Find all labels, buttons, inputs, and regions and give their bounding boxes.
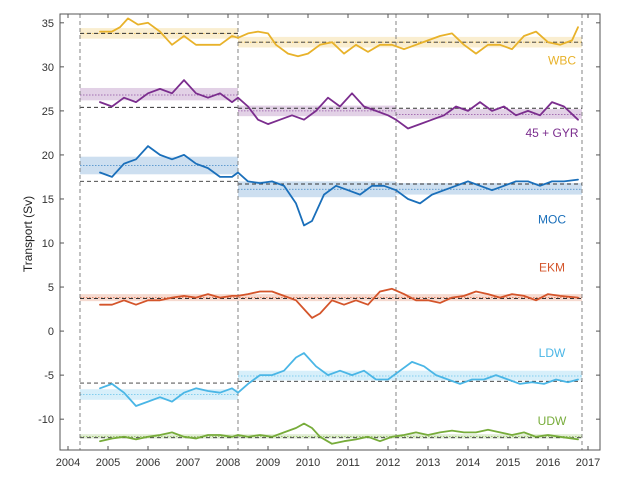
x-tick-label-2009: 2009 <box>256 457 280 469</box>
ekm-band-0 <box>80 294 582 302</box>
udw-series-line <box>99 422 579 445</box>
x-tick-label-2007: 2007 <box>176 457 200 469</box>
wbc-label: WBC <box>548 54 576 68</box>
ekm-label: EKM <box>539 261 565 275</box>
wbc-series-line <box>99 17 579 58</box>
x-tick-label-2017: 2017 <box>576 457 600 469</box>
45-gyr-band-0 <box>80 87 238 101</box>
moc-series-line <box>99 145 579 227</box>
y-tick-label-20: 20 <box>42 150 54 162</box>
x-tick-label-2013: 2013 <box>416 457 440 469</box>
y-tick-label-35: 35 <box>42 18 54 30</box>
x-tick-label-2004: 2004 <box>56 457 80 469</box>
x-tick-label-2011: 2011 <box>336 457 360 469</box>
series-labels: WBC 45 + GYR MOC EKM LDW UDW <box>525 54 578 428</box>
x-tick-label-2010: 2010 <box>296 457 320 469</box>
y-axis-title: Transport (Sv) <box>21 196 35 272</box>
x-tick-label-2014: 2014 <box>456 457 480 469</box>
udw-label: UDW <box>538 414 567 428</box>
y-tick-label-30: 30 <box>42 62 54 74</box>
ldw-series-line <box>99 352 579 407</box>
x-tick-label-2006: 2006 <box>136 457 160 469</box>
change-point-lines <box>79 14 583 450</box>
y-axis-ticks: 35 30 25 20 15 10 5 0 -5 -10 <box>38 18 600 426</box>
plot-frame <box>59 13 601 451</box>
x-tick-label-2005: 2005 <box>96 457 120 469</box>
ldw-band-1 <box>238 370 582 381</box>
y-tick-label-25: 25 <box>42 106 54 118</box>
45-gyr-band-2 <box>396 109 582 119</box>
y-tick-label-15: 15 <box>42 194 54 206</box>
45-gyr-label: 45 + GYR <box>525 126 578 140</box>
udw-band-0 <box>80 434 582 439</box>
x-axis-ticks: 2004 2005 2006 2007 2008 2009 2010 2011 2012 2013… <box>56 14 600 469</box>
45-gyr-series-line <box>99 79 579 130</box>
x-tick-label-2015: 2015 <box>496 457 520 469</box>
x-tick-label-2012: 2012 <box>376 457 400 469</box>
y-tick-label-10: 10 <box>42 238 54 250</box>
ldw-label: LDW <box>539 346 566 360</box>
y-tick-label-5: 5 <box>48 282 54 294</box>
dashed-means <box>80 32 582 439</box>
moc-label: MOC <box>538 212 566 226</box>
y-tick-label-0: 0 <box>48 326 54 338</box>
series-lines <box>99 17 579 445</box>
x-tick-label-2016: 2016 <box>536 457 560 469</box>
y-tick-label--10: -10 <box>38 414 54 426</box>
ekm-series-line <box>99 287 579 319</box>
y-tick-label--5: -5 <box>44 370 54 382</box>
x-tick-label-2008: 2008 <box>216 457 240 469</box>
